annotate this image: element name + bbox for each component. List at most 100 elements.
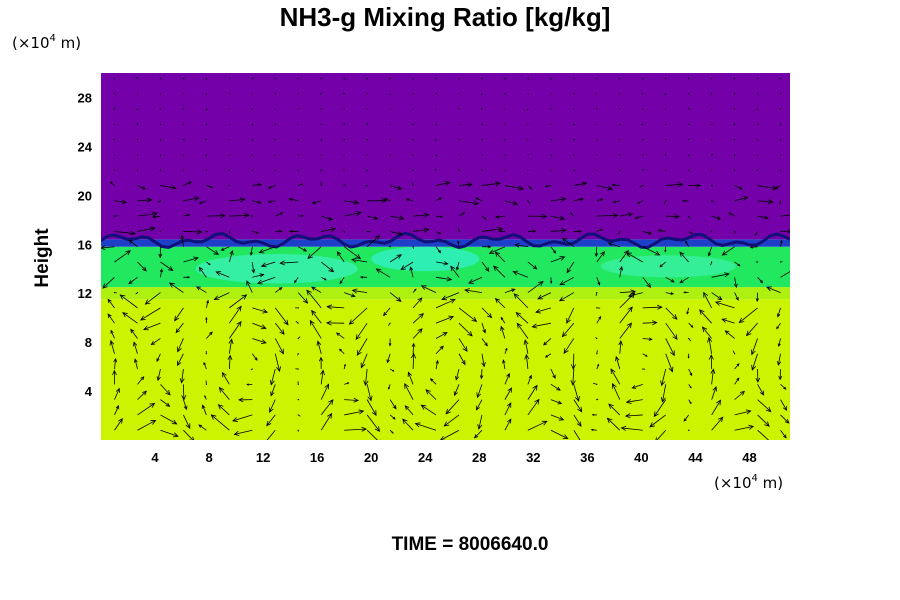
wind-vector-head	[736, 377, 740, 381]
wind-vector-head	[220, 213, 226, 219]
wind-vector	[366, 414, 380, 432]
wind-vector-head	[201, 404, 206, 409]
wind-vector	[169, 282, 184, 293]
wind-vector-dot	[136, 77, 139, 80]
wind-vector-head	[356, 350, 362, 356]
wind-vector-head	[158, 253, 163, 259]
wind-vector-head	[446, 276, 453, 282]
wind-vector-head	[311, 286, 316, 291]
wind-vector	[137, 390, 147, 400]
wind-vector-dot	[711, 230, 713, 233]
wind-vector	[435, 215, 442, 218]
wind-vector-dot	[665, 77, 667, 80]
wind-vector-head	[435, 359, 439, 364]
wind-vector-head	[115, 387, 120, 393]
wind-vector	[312, 200, 322, 204]
x-tick-label: 32	[526, 450, 540, 465]
wind-vector	[183, 231, 202, 233]
wind-vector-dot	[435, 154, 437, 156]
wind-vector-head	[784, 419, 790, 424]
wind-vector-dot	[136, 169, 139, 171]
wind-vector-dot	[596, 337, 598, 340]
wind-vector	[642, 322, 657, 324]
wind-vector-head	[627, 212, 634, 217]
wind-vector	[757, 414, 770, 427]
wind-vector	[339, 277, 345, 284]
wind-vector-head	[590, 428, 594, 431]
wind-vector-head	[140, 376, 145, 381]
y-tick-label: 20	[78, 188, 92, 203]
wind-vector-dot	[573, 93, 575, 95]
wind-vector-head	[754, 233, 757, 236]
wind-vector-head	[348, 319, 355, 325]
wind-vector-dot	[389, 123, 391, 125]
wind-vector-head	[117, 418, 123, 424]
wind-vector	[107, 299, 115, 309]
wind-vector-dot	[688, 215, 690, 217]
wind-vector-head	[300, 183, 304, 186]
wind-vector	[389, 185, 402, 190]
wind-vector-dot	[596, 93, 598, 95]
wind-vector-head	[109, 181, 113, 184]
wind-vector-head	[479, 375, 484, 380]
wind-vector-head	[279, 329, 285, 335]
wind-vector-dot	[389, 169, 391, 171]
wind-vector-dot	[481, 154, 483, 156]
wind-vector	[596, 198, 603, 202]
wind-vector	[632, 383, 643, 389]
wind-vector-head	[442, 332, 448, 337]
wind-vector	[780, 429, 787, 439]
wind-vector	[457, 227, 460, 232]
wind-vector	[504, 402, 512, 416]
wind-vector-dot	[343, 184, 345, 187]
wind-vector-dot	[550, 77, 552, 80]
wind-vector-head	[518, 185, 525, 191]
wind-vector-head	[500, 316, 504, 320]
wind-vector-head	[597, 281, 601, 286]
wind-vector-dot	[136, 93, 139, 95]
wind-vector-head	[707, 252, 712, 257]
wind-vector	[500, 317, 506, 324]
wind-vector	[550, 229, 566, 232]
wind-vector-head	[648, 337, 653, 341]
wind-vector-head	[512, 201, 519, 206]
wind-vector-head	[689, 372, 693, 377]
wind-vector-head	[473, 434, 479, 439]
wind-vector-head	[279, 212, 284, 216]
wind-vector-head	[144, 299, 151, 305]
wind-vector-dot	[756, 108, 759, 110]
wind-vector-head	[507, 387, 512, 393]
wind-vector-head	[260, 324, 267, 330]
wind-vector-head	[712, 386, 717, 392]
wind-vector-head	[513, 293, 520, 299]
wind-vector-dot	[665, 108, 667, 110]
wind-vector-head	[506, 402, 512, 408]
wind-vector	[619, 291, 636, 293]
wind-vector-head	[507, 418, 512, 424]
wind-vector-head	[612, 382, 617, 389]
wind-vector-dot	[297, 77, 299, 80]
wind-vector-head	[381, 198, 388, 204]
wind-vector-head	[134, 358, 138, 363]
wind-vector-head	[130, 328, 135, 334]
wind-vector	[635, 215, 643, 219]
wind-vector-head	[177, 346, 182, 353]
wind-vector	[435, 182, 450, 186]
wind-vector-head	[566, 318, 571, 324]
wind-vector-dot	[274, 154, 276, 156]
wind-vector-head	[659, 264, 663, 268]
x-tick-label: 12	[256, 450, 270, 465]
wind-vector-head	[745, 330, 752, 337]
wind-vector	[746, 322, 758, 336]
wind-vector	[450, 266, 460, 278]
wind-vector-head	[787, 229, 790, 234]
field-layer-0	[101, 299, 790, 440]
wind-vector-head	[283, 319, 289, 326]
wind-vector-head	[723, 272, 730, 278]
wind-vector-head	[444, 181, 451, 186]
wind-vector-head	[269, 407, 274, 413]
wind-vector-head	[417, 328, 423, 334]
wind-vector-dot	[297, 414, 299, 416]
wind-vector-head	[541, 213, 548, 219]
wind-vector-head	[311, 200, 316, 205]
